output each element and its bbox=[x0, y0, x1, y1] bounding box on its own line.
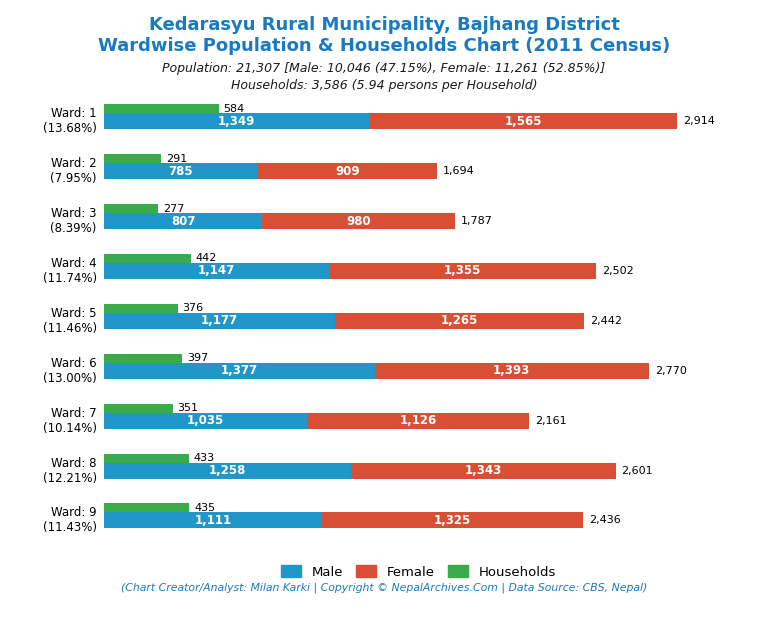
Text: 909: 909 bbox=[336, 164, 360, 178]
Text: Population: 21,307 [Male: 10,046 (47.15%), Female: 11,261 (52.85%)]: Population: 21,307 [Male: 10,046 (47.15%… bbox=[162, 62, 606, 75]
Bar bbox=[104, 354, 182, 363]
Text: 2,442: 2,442 bbox=[590, 316, 622, 326]
Text: 1,035: 1,035 bbox=[187, 414, 224, 427]
Bar bbox=[351, 462, 616, 478]
Text: 2,770: 2,770 bbox=[654, 366, 687, 376]
Text: Households: 3,586 (5.94 persons per Household): Households: 3,586 (5.94 persons per Hous… bbox=[230, 79, 538, 92]
Text: 1,349: 1,349 bbox=[218, 115, 255, 128]
Bar bbox=[104, 155, 161, 163]
Text: Kedarasyu Rural Municipality, Bajhang District: Kedarasyu Rural Municipality, Bajhang Di… bbox=[148, 16, 620, 34]
Text: 442: 442 bbox=[196, 254, 217, 264]
Bar bbox=[336, 313, 584, 329]
Bar bbox=[329, 263, 596, 279]
Bar bbox=[104, 163, 258, 179]
Bar bbox=[369, 113, 677, 129]
Bar bbox=[263, 213, 455, 229]
Text: 807: 807 bbox=[170, 214, 195, 227]
Text: 1,111: 1,111 bbox=[194, 514, 232, 527]
Text: 1,177: 1,177 bbox=[201, 315, 238, 327]
Bar bbox=[104, 254, 190, 263]
Text: 435: 435 bbox=[194, 503, 215, 513]
Text: 1,694: 1,694 bbox=[443, 166, 475, 176]
Text: 1,147: 1,147 bbox=[198, 264, 235, 277]
Bar bbox=[104, 503, 189, 513]
Bar bbox=[104, 204, 158, 213]
Text: 1,377: 1,377 bbox=[220, 364, 258, 378]
Text: 433: 433 bbox=[194, 453, 215, 463]
Text: 1,265: 1,265 bbox=[441, 315, 478, 327]
Text: 980: 980 bbox=[346, 214, 371, 227]
Text: (Chart Creator/Analyst: Milan Karki | Copyright © NepalArchives.Com | Data Sourc: (Chart Creator/Analyst: Milan Karki | Co… bbox=[121, 583, 647, 593]
Bar bbox=[104, 404, 173, 412]
Text: 277: 277 bbox=[163, 204, 184, 214]
Text: 397: 397 bbox=[187, 353, 208, 363]
Bar bbox=[104, 113, 369, 129]
Text: 1,343: 1,343 bbox=[465, 464, 502, 477]
Text: 376: 376 bbox=[183, 303, 204, 313]
Text: 2,161: 2,161 bbox=[535, 416, 567, 426]
Bar bbox=[323, 513, 583, 528]
Bar bbox=[104, 363, 375, 379]
Bar bbox=[375, 363, 649, 379]
Bar bbox=[104, 213, 263, 229]
Legend: Male, Female, Households: Male, Female, Households bbox=[276, 560, 561, 584]
Text: 1,565: 1,565 bbox=[505, 115, 542, 128]
Bar bbox=[104, 462, 351, 478]
Text: 1,325: 1,325 bbox=[434, 514, 472, 527]
Bar bbox=[104, 513, 323, 528]
Bar bbox=[104, 313, 336, 329]
Bar bbox=[104, 454, 189, 462]
Text: 291: 291 bbox=[166, 154, 187, 164]
Text: 2,914: 2,914 bbox=[683, 117, 715, 126]
Bar bbox=[258, 163, 437, 179]
Text: 785: 785 bbox=[169, 164, 194, 178]
Text: 584: 584 bbox=[223, 104, 245, 114]
Text: 2,502: 2,502 bbox=[602, 266, 634, 276]
Text: 351: 351 bbox=[177, 403, 199, 413]
Text: 1,393: 1,393 bbox=[493, 364, 531, 378]
Bar bbox=[104, 263, 329, 279]
Text: 2,601: 2,601 bbox=[621, 465, 653, 475]
Text: 1,126: 1,126 bbox=[399, 414, 437, 427]
Text: Wardwise Population & Households Chart (2011 Census): Wardwise Population & Households Chart (… bbox=[98, 37, 670, 55]
Bar bbox=[307, 412, 529, 429]
Bar bbox=[104, 412, 307, 429]
Text: 1,355: 1,355 bbox=[444, 264, 482, 277]
Bar bbox=[104, 304, 177, 313]
Bar bbox=[104, 104, 219, 113]
Text: 1,258: 1,258 bbox=[209, 464, 247, 477]
Text: 2,436: 2,436 bbox=[589, 515, 621, 525]
Text: 1,787: 1,787 bbox=[462, 216, 493, 226]
